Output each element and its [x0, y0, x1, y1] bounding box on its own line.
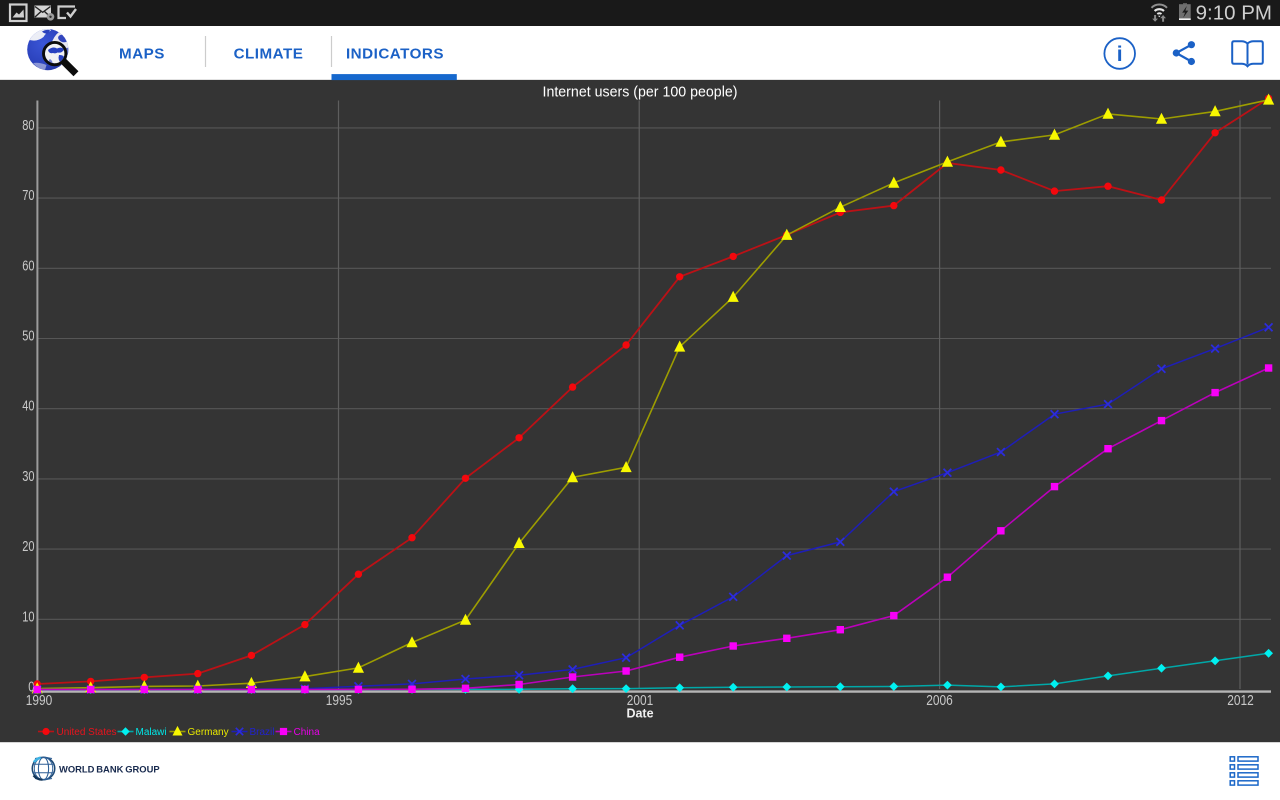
svg-text:China: China	[294, 727, 321, 738]
svg-text:Date: Date	[626, 707, 653, 721]
svg-text:INDICATORS: INDICATORS	[346, 46, 444, 63]
svg-text:United States: United States	[57, 727, 117, 738]
svg-text:1995: 1995	[326, 693, 353, 709]
svg-text:80: 80	[22, 118, 34, 134]
svg-text:2012: 2012	[1227, 693, 1254, 709]
svg-text:60: 60	[22, 258, 34, 274]
svg-text:30: 30	[22, 469, 34, 485]
svg-text:9:10 PM: 9:10 PM	[1196, 2, 1272, 25]
svg-text:10: 10	[22, 609, 34, 625]
svg-text:2001: 2001	[627, 693, 654, 709]
svg-text:MAPS: MAPS	[119, 46, 165, 63]
svg-text:50: 50	[22, 329, 34, 345]
svg-text:0: 0	[28, 680, 34, 696]
svg-text:Internet users (per 100 people: Internet users (per 100 people)	[543, 85, 738, 101]
svg-text:Brazil: Brazil	[250, 727, 275, 738]
svg-text:Malawi: Malawi	[136, 727, 167, 738]
svg-text:WORLD BANK GROUP: WORLD BANK GROUP	[59, 764, 160, 775]
svg-text:Germany: Germany	[188, 727, 229, 738]
svg-text:40: 40	[22, 399, 34, 415]
svg-text:i: i	[1117, 43, 1123, 66]
svg-text:2006: 2006	[926, 693, 953, 709]
svg-text:20: 20	[22, 539, 34, 555]
svg-text:CLIMATE: CLIMATE	[234, 46, 304, 63]
svg-text:1990: 1990	[26, 693, 53, 709]
svg-text:70: 70	[22, 188, 34, 204]
